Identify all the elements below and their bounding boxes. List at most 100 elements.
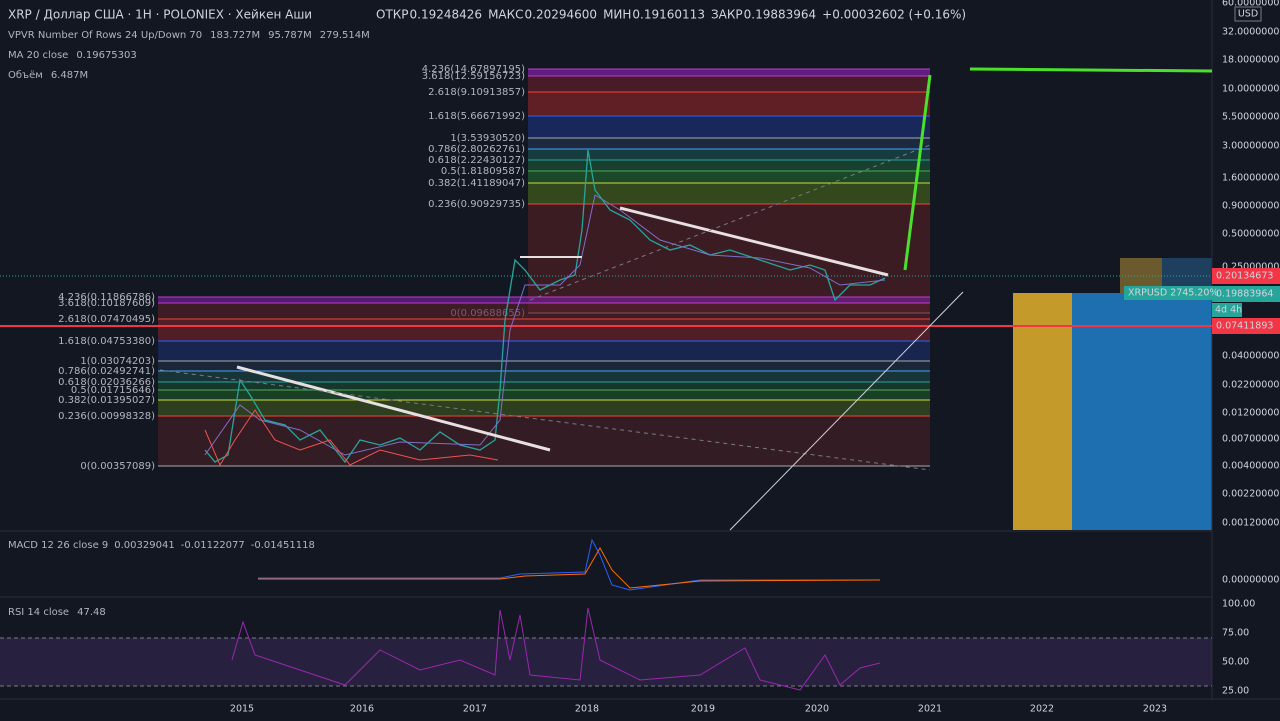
fib-label: 3.618(0.10187609) — [58, 298, 155, 309]
ma — [204, 194, 886, 456]
fib-label: 4.236(0.11866786) — [58, 292, 155, 303]
symbol-tag — [1124, 286, 1212, 300]
price-tag-text: 0.20134673 — [1216, 271, 1273, 282]
signal-line — [258, 546, 881, 589]
fib-label: 0.618(0.02036266) — [58, 377, 155, 388]
time-label: 2019 — [691, 704, 715, 715]
indicator-value: 6.487M — [51, 70, 88, 81]
fib-label: 0.786(2.80262761) — [428, 144, 525, 155]
fib-label: 2.618(9.10913857) — [428, 87, 525, 98]
change: +0.00032602 (+0.16%) — [822, 8, 966, 22]
fib-layer: 4.236(14.67897195)3.618(12.59156723) 2.61… — [58, 64, 930, 472]
ohlc-label: МИН — [603, 8, 631, 22]
symbol: XRP / Доллар США · 1H · POLONIEX · Хейке… — [8, 8, 312, 22]
countdown-box — [1212, 303, 1242, 317]
macd-value: -0.01451118 — [251, 540, 315, 551]
price-label: 5.50000000 — [1222, 112, 1279, 123]
fib-band — [528, 69, 930, 76]
time-label: 2020 — [805, 704, 829, 715]
indicator-value: 95.787M — [268, 30, 312, 41]
price-label: 0.00700000 — [1222, 434, 1279, 445]
countdown: 4d 4h — [1215, 305, 1242, 316]
price-label: 18.00000000 — [1222, 55, 1280, 66]
fib-label: 0.382(0.01395027) — [58, 395, 155, 406]
indicator-value: 183.727M — [210, 30, 260, 41]
indicator-value: 0.19675303 — [76, 50, 136, 61]
indicator-name: MA 20 close — [8, 50, 68, 61]
fib-band — [528, 183, 930, 204]
fib-band — [528, 160, 930, 171]
fib-label: 1(3.53930520) — [450, 133, 525, 144]
fib-label: 0.786(0.02492741) — [58, 366, 155, 377]
price-tag-text: 0.07411893 — [1216, 321, 1273, 332]
rsi-axis: 75.00 — [1222, 628, 1249, 639]
ohlc-value: 0.19160113 — [632, 8, 705, 22]
time-label: 2023 — [1143, 704, 1167, 715]
green-projection — [903, 74, 932, 271]
fib-band — [528, 76, 930, 92]
macd-axis: 0.00000000 — [1222, 575, 1279, 586]
price-tag — [1212, 318, 1280, 334]
fib-band — [158, 361, 930, 371]
unit-box — [1234, 6, 1262, 22]
green-target — [969, 67, 1213, 73]
price-label: 10.00000000 — [1222, 84, 1280, 95]
fib-label: 0.236(0.00998328) — [58, 411, 155, 422]
price-tag — [1212, 268, 1280, 284]
vp-box-blue — [1072, 293, 1212, 530]
ohlc-value: 0.19248426 — [410, 8, 483, 22]
time-label: 2017 — [463, 704, 487, 715]
rsi-axis: 100.00 — [1222, 599, 1255, 610]
price-label: 3.00000000 — [1222, 141, 1279, 152]
time-label: 2015 — [230, 704, 254, 715]
fib-label: 0.5(0.01715646) — [71, 385, 155, 396]
price-label: 0.00400000 — [1222, 461, 1279, 472]
fib-band — [528, 204, 930, 313]
vp-box-yellow — [1013, 293, 1072, 530]
price — [204, 149, 886, 464]
fib-band — [158, 341, 930, 361]
indicator-name: VPVR Number Of Rows 24 Up/Down 70 — [8, 30, 202, 41]
rsi-line — [231, 607, 881, 691]
fib-label: 1(0.03074203) — [80, 356, 155, 367]
fib-band — [528, 116, 930, 138]
trend-line — [619, 206, 889, 277]
indicator-name: Объём — [8, 70, 43, 81]
ohlc-value: 0.20294600 — [525, 8, 598, 22]
white-line — [729, 291, 964, 531]
price-down — [204, 409, 499, 467]
price-tag — [1212, 286, 1280, 302]
fib-label: 2.618(0.07470495) — [58, 314, 155, 325]
rsi-axis: 50.00 — [1222, 657, 1249, 668]
fib-label: 0.618(2.22430127) — [428, 155, 525, 166]
symbol-tag-text: XRPUSD 2745.20% — [1128, 288, 1218, 299]
rsi-band — [0, 638, 1212, 686]
unit: USD — [1238, 9, 1258, 20]
fib-label: 0(0.00357089) — [80, 461, 155, 472]
fib-band — [158, 303, 930, 319]
fib-label: 0.5(1.81809587) — [441, 166, 525, 177]
rsi-title: RSI 14 close — [8, 607, 69, 618]
rsi-value: 47.48 — [77, 607, 106, 618]
ohlc-label: ЗАКР — [711, 8, 743, 22]
time-label: 2018 — [575, 704, 599, 715]
fib-band — [158, 382, 930, 390]
price-label: 32.00000000 — [1222, 27, 1280, 38]
fib-label: 1.618(0.04753380) — [58, 336, 155, 347]
price-label: 0.50000000 — [1222, 229, 1279, 240]
price-label: 0.04000000 — [1222, 351, 1279, 362]
fib-band — [158, 371, 930, 382]
fib-band — [158, 319, 930, 341]
time-label: 2021 — [918, 704, 942, 715]
price-tag-text: 0.19883964 — [1216, 289, 1273, 300]
trend-line — [236, 365, 551, 452]
fib-band — [158, 390, 930, 400]
price-label: 0.00120000 — [1222, 518, 1279, 529]
price-label: 60.00000000 — [1222, 0, 1280, 9]
ohlc-label: МАКС — [488, 8, 523, 22]
macd-value: -0.01122077 — [181, 540, 245, 551]
fib-label: 0.382(1.41189047) — [428, 178, 525, 189]
fib-label: 0.236(0.90929735) — [428, 199, 525, 210]
price-label: 0.00220000 — [1222, 489, 1279, 500]
